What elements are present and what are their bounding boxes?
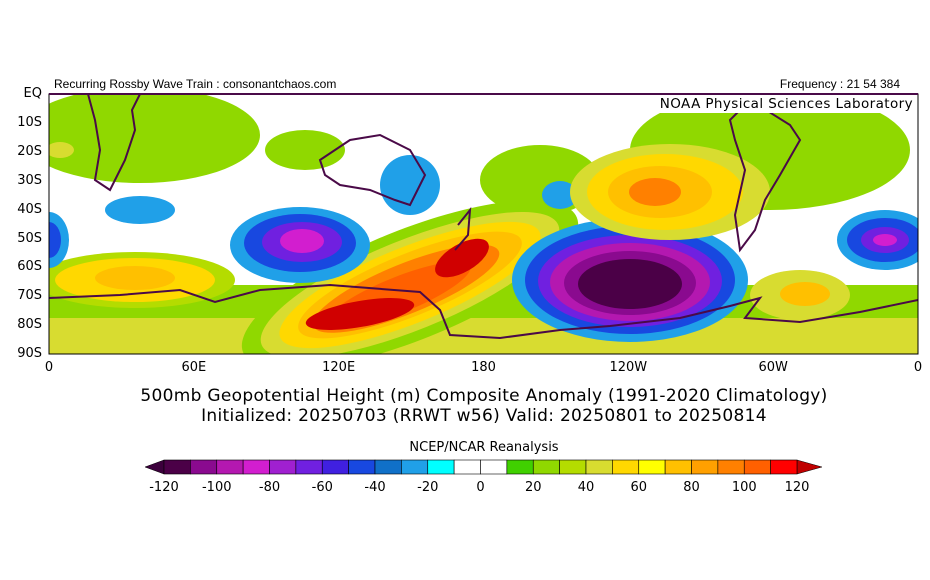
colorbar-label: 0	[476, 480, 485, 495]
lat-label: 10S	[17, 114, 42, 130]
colorbar-swatch	[559, 459, 587, 475]
lon-label: 0	[913, 360, 923, 375]
colorbar-swatch	[691, 459, 719, 475]
colorbar-label: -40	[364, 480, 386, 495]
colorbar-swatch	[374, 459, 402, 475]
antarctica-coast	[49, 283, 918, 340]
anomaly-low-0e	[49, 212, 69, 268]
colorbar-swatch	[348, 459, 376, 475]
lat-label: 50S	[17, 230, 42, 246]
colorbar-label: -120	[149, 480, 179, 495]
colorbar-label: 40	[577, 480, 595, 495]
coastlines	[49, 94, 918, 340]
colorbar-swatch	[242, 459, 270, 475]
colorbar-swatch	[532, 459, 560, 475]
colorbar-swatch	[585, 459, 613, 475]
colorbar-swatch	[480, 459, 508, 475]
colorbar-swatch	[717, 459, 745, 475]
lat-label: 90S	[17, 346, 42, 362]
lat-label: 20S	[17, 143, 42, 159]
lon-label: 120W	[609, 360, 648, 375]
colorbar-label: -80	[258, 480, 281, 495]
anomaly-low-10w	[837, 210, 918, 270]
colorbar-swatch	[269, 459, 297, 475]
lon-label: 60W	[758, 360, 788, 375]
colorbar	[144, 459, 823, 475]
south-america-coast	[728, 98, 802, 253]
lat-label: 70S	[17, 288, 42, 304]
colorbar-swatch	[295, 459, 323, 475]
colorbar-swatch	[770, 459, 798, 475]
colorbar-swatch	[190, 459, 218, 475]
lab-label: NOAA Physical Sciences Laboratory	[656, 95, 916, 113]
colorbar-label: -20	[417, 480, 439, 495]
lon-label: 120E	[322, 360, 356, 375]
australia-coast	[318, 133, 427, 207]
lat-label: EQ	[23, 86, 42, 101]
colorbar-label: -100	[201, 480, 232, 495]
anomaly-low-120w	[512, 218, 748, 342]
colorbar-title: NCEP/NCAR Reanalysis	[409, 440, 559, 455]
anomaly-high-50w	[750, 270, 850, 320]
header-source-text: Recurring Rossby Wave Train : consonantc…	[54, 77, 337, 91]
africa-coast	[87, 94, 141, 192]
header-frequency-text: Frequency : 21 54 384	[779, 77, 900, 91]
colorbar-swatch	[612, 459, 640, 475]
colorbar-label: 120	[784, 480, 810, 495]
lon-label: 180	[471, 360, 496, 375]
lat-label: 60S	[17, 259, 42, 275]
anomaly-field	[49, 94, 918, 354]
lat-label: 30S	[17, 172, 42, 188]
colorbar-low-extend	[144, 459, 165, 475]
colorbar-high-extend	[796, 459, 823, 475]
lon-label: 0	[44, 360, 54, 375]
colorbar-swatch	[321, 459, 349, 475]
colorbar-label: -60	[311, 480, 333, 495]
lon-label: 60E	[181, 360, 207, 375]
lat-label: 40S	[17, 201, 42, 217]
new-zealand-coast	[454, 206, 472, 251]
anomaly-africa-positive	[49, 94, 260, 183]
colorbar-swatch	[743, 459, 771, 475]
map-subtitle: Initialized: 20250703 (RRWT w56) Valid: …	[201, 406, 767, 426]
colorbar-swatch	[401, 459, 429, 475]
colorbar-swatch	[427, 459, 455, 475]
anomaly-low-110e	[230, 207, 370, 283]
colorbar-label: 80	[683, 480, 700, 495]
lat-label: 80S	[17, 317, 42, 333]
colorbar-swatch	[453, 459, 481, 475]
colorbar-label: 20	[524, 480, 542, 495]
map-title: 500mb Geopotential Height (m) Composite …	[140, 386, 828, 406]
colorbar-label: 60	[630, 480, 648, 495]
colorbar-swatch	[638, 459, 666, 475]
anomaly-high-140w	[570, 144, 770, 240]
colorbar-swatch	[506, 459, 534, 475]
colorbar-label: 100	[731, 480, 757, 495]
colorbar-swatch	[216, 459, 244, 475]
colorbar-swatch	[664, 459, 692, 475]
colorbar-swatch	[163, 459, 191, 475]
